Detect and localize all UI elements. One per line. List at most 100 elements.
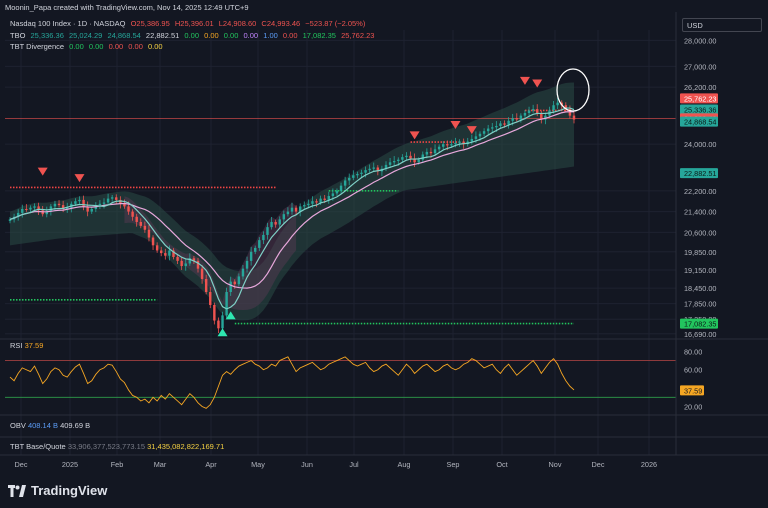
candle-body	[155, 245, 159, 251]
rsi-pane	[5, 356, 676, 409]
candle-body	[323, 198, 326, 200]
candle-body	[286, 211, 290, 215]
candle-body	[57, 203, 61, 206]
time-tick-label: 2026	[641, 460, 657, 469]
obv-legend[interactable]: OBV 408.14 B 409.69 B	[10, 421, 90, 430]
price-tick-label: 20,600.00	[684, 228, 716, 237]
time-tick-label: Aug	[398, 460, 411, 469]
candle-body	[160, 250, 163, 254]
candle-body	[16, 212, 20, 217]
candle-body	[564, 105, 568, 110]
rsi-value-box	[680, 385, 704, 396]
candlestick-series	[8, 97, 576, 333]
rsi-legend[interactable]: RSI 37.59	[10, 341, 43, 350]
rsi-line	[9, 356, 575, 409]
price-tick-label: 18,450.00	[684, 284, 716, 293]
tbt-divergence-legend[interactable]: TBT Divergence 0.00 0.00 0.00 0.00 0.00	[10, 42, 166, 51]
time-tick-label: Jul	[349, 460, 359, 469]
price-tick-label: 19,150.00	[684, 266, 716, 275]
time-tick-label: Apr	[205, 460, 217, 469]
candle-body	[421, 154, 424, 160]
obv-value-1: 408.14 B	[27, 421, 58, 430]
tbo-value: 17,082.35	[302, 31, 336, 40]
price-label-text: 17,082.35	[684, 320, 716, 329]
candle-body	[74, 201, 77, 204]
candle-body	[519, 115, 523, 120]
candle-body	[401, 157, 404, 160]
tbt-div-value: 0.00	[69, 42, 84, 51]
candle-body	[388, 162, 392, 165]
price-tick-label: 17,850.00	[684, 300, 716, 309]
candle-body	[360, 172, 363, 174]
candle-body	[531, 109, 535, 111]
time-tick-label: Sep	[447, 460, 460, 469]
candle-body	[482, 131, 486, 134]
tbo-value: 0.00	[223, 31, 239, 40]
candle-body	[249, 251, 253, 261]
tbt-div-value: 0.00	[147, 42, 163, 51]
time-axis: Dec 2025 Feb Mar Apr May Jun Jul Aug Sep Oct Nov Dec…	[15, 460, 658, 469]
candle-body	[515, 118, 518, 120]
candle-body	[335, 190, 339, 194]
candle-body	[110, 197, 114, 199]
currency-selector[interactable]: USD	[682, 18, 762, 32]
price-chart[interactable]: 28,000.00 27,000.00 26,200.00 24,000.00 22,2…	[0, 0, 768, 474]
candle-body	[102, 202, 106, 204]
footer	[0, 474, 768, 508]
candle-body	[66, 207, 69, 209]
sell-signal-marker	[519, 76, 530, 85]
candle-body	[8, 219, 12, 221]
tbo-value: 0.00	[184, 31, 199, 40]
tbo-value: 24,868.54	[107, 31, 141, 40]
candle-body	[315, 201, 318, 203]
candle-body	[356, 173, 359, 176]
rsi-value: 37.59	[24, 341, 44, 350]
symbol-legend[interactable]: Nasdaq 100 Index · 1D · NASDAQ O25,386.9…	[10, 19, 368, 28]
candle-body	[474, 136, 478, 139]
ohlc-high: H25,396.01	[174, 19, 214, 28]
circle-annotation	[556, 68, 590, 112]
candle-body	[119, 199, 122, 204]
tbo-value: 25,336.36	[30, 31, 64, 40]
candle-body	[86, 206, 89, 212]
tradingview-logo[interactable]: TradingView	[8, 483, 107, 498]
tbt-bq-value-1: 33,906,377,523,773.15	[67, 442, 145, 451]
sell-signal-marker	[74, 174, 85, 183]
candle-body	[192, 258, 196, 261]
time-tick-label: Nov	[549, 460, 562, 469]
candle-body	[405, 155, 408, 158]
candle-body	[368, 168, 371, 171]
tbo-legend[interactable]: TBO 25,336.36 25,024.29 24,868.54 22,882…	[10, 31, 377, 40]
candle-body	[164, 253, 167, 256]
candle-body	[204, 279, 208, 293]
candle-body	[147, 229, 151, 238]
tbo-value: 0.00	[243, 31, 259, 40]
candle-body	[172, 250, 175, 257]
rsi-tick-label: 20.00	[684, 402, 702, 411]
candle-body	[298, 206, 302, 212]
candle-body	[536, 109, 539, 114]
price-label-box	[680, 93, 718, 104]
sell-signal-marker	[450, 120, 461, 129]
tbo-value: 1.00	[263, 31, 278, 40]
price-tick-label: 24,000.00	[684, 140, 716, 149]
tbt-base-quote-legend[interactable]: TBT Base/Quote 33,906,377,523,773.15 31,…	[10, 442, 224, 451]
candle-body	[254, 247, 257, 252]
candle-body	[33, 206, 36, 208]
candle-body	[303, 205, 306, 207]
candle-body	[495, 125, 498, 128]
candle-body	[229, 281, 232, 293]
moving-averages	[9, 107, 575, 310]
price-tick-label: 19,850.00	[684, 248, 716, 257]
candle-body	[462, 141, 465, 145]
tbo-value: 0.00	[282, 31, 298, 40]
candle-body	[184, 263, 187, 267]
candle-body	[106, 198, 110, 203]
candle-body	[168, 250, 171, 256]
time-tick-label: Dec	[592, 460, 605, 469]
tbo-bear-cloud-fill	[124, 196, 297, 310]
candle-body	[25, 208, 28, 210]
tbt-bq-value-2: 31,435,082,822,169.71	[147, 442, 225, 451]
candle-body	[274, 221, 277, 225]
candle-body	[491, 127, 494, 129]
